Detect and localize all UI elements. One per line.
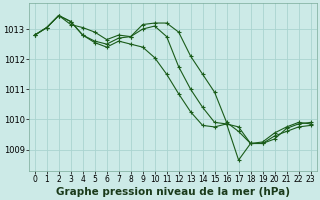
X-axis label: Graphe pression niveau de la mer (hPa): Graphe pression niveau de la mer (hPa) (56, 187, 290, 197)
